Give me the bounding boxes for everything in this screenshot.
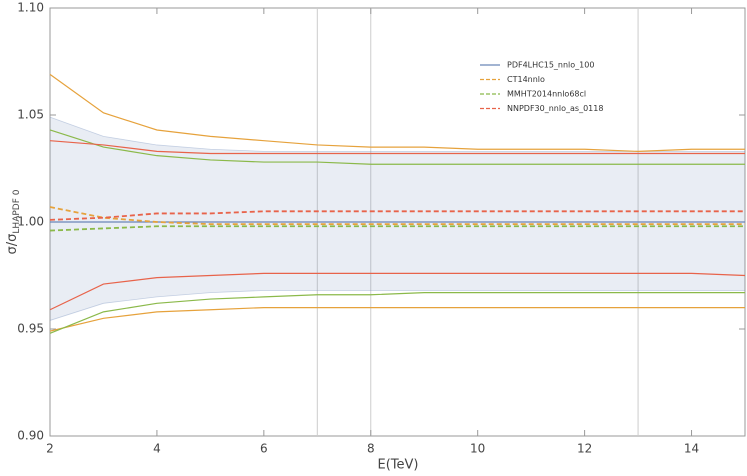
uncertainty-band (50, 117, 745, 321)
central-line (49, 225, 745, 232)
band-line (49, 73, 745, 152)
band-line (49, 292, 745, 334)
y-tick-label: 0.90 (17, 429, 44, 443)
y-tick-label: 1.05 (17, 108, 44, 122)
central-line (49, 206, 745, 226)
legend-label: CT14nnlo (507, 75, 545, 84)
x-tick-label: 6 (260, 442, 268, 456)
band-line (49, 129, 745, 165)
y-axis-label: σ/σLHAPDF 0 (5, 189, 22, 254)
y-label-main: σ/σ (5, 234, 20, 255)
x-axis-label: E(TeV) (378, 458, 419, 473)
x-tick-label: 12 (577, 442, 592, 456)
y-tick-label: 1.10 (17, 1, 44, 15)
legend-label: NNPDF30_nnlo_as_0118 (507, 104, 603, 113)
central-line (49, 210, 745, 221)
x-tick-label: 10 (470, 442, 485, 456)
y-tick-label: 1.00 (17, 215, 44, 229)
legend-label: PDF4LHC15_nnlo_100 (507, 61, 594, 70)
band-line (49, 272, 746, 311)
x-tick-label: 14 (684, 442, 699, 456)
y-label-subscript: LHAPDF 0 (12, 189, 22, 233)
x-tick-label: 4 (153, 442, 161, 456)
x-tick-label: 2 (46, 442, 54, 456)
band-line (49, 140, 745, 155)
band-line (49, 307, 745, 332)
legend-label: MMHT2014nnlo68cl (507, 90, 586, 99)
y-tick-label: 0.95 (17, 322, 44, 336)
x-tick-label: 8 (367, 442, 375, 456)
band-edge (49, 290, 745, 321)
